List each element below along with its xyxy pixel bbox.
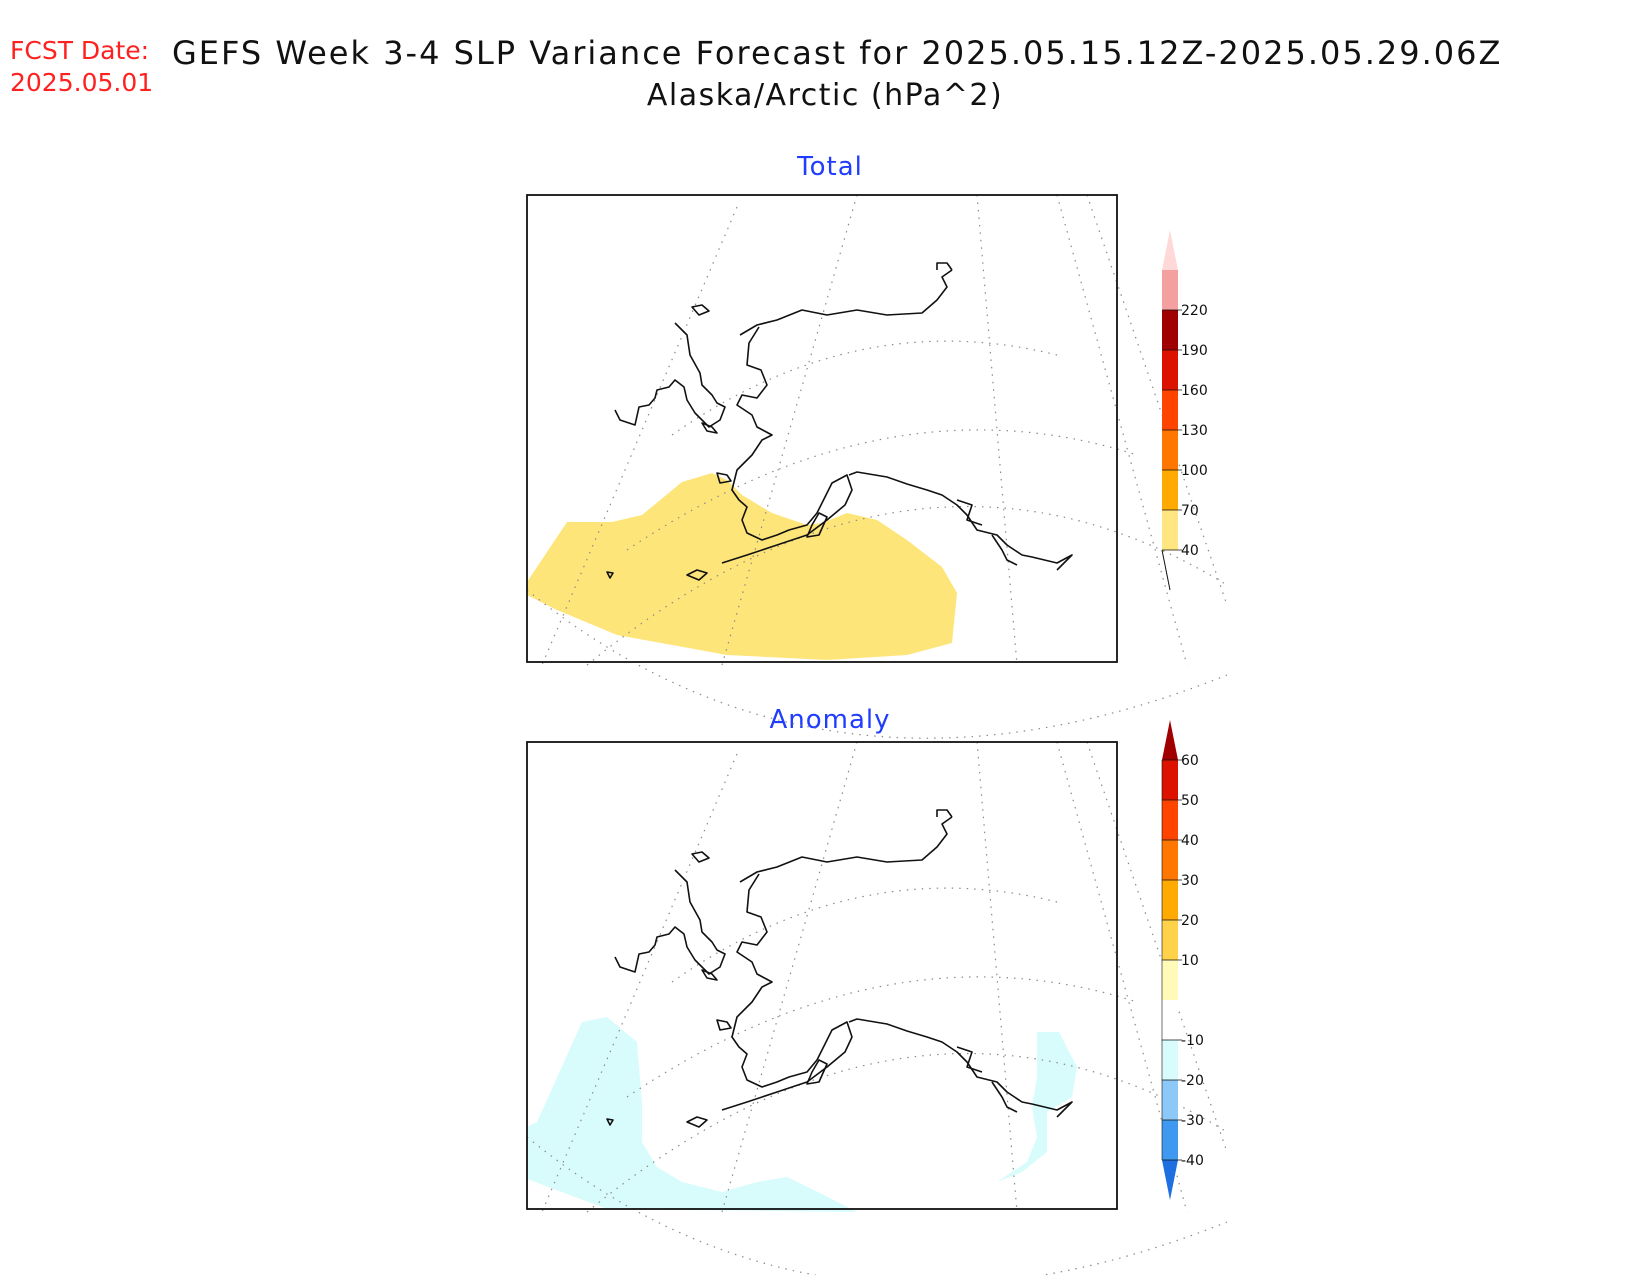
panel-title-anomaly: Anomaly (769, 705, 891, 735)
colorbar-anomaly-tick-label: -30 (1181, 1113, 1204, 1129)
colorbar-anomaly-tick-label: -20 (1181, 1073, 1204, 1089)
colorbar-anomaly-tick-label: 50 (1181, 793, 1199, 809)
colorbar-total-segment (1162, 390, 1178, 430)
colorbar-anomaly-tick-label: -10 (1181, 1033, 1204, 1049)
map-panel-total (526, 194, 1228, 740)
colorbar-anomaly-segment (1162, 1040, 1178, 1080)
colorbar-anomaly-segment (1162, 840, 1178, 880)
colorbar-anomaly-segment (1162, 1080, 1178, 1120)
colorbar-anomaly-segment (1162, 760, 1178, 800)
colorbar-anomaly-tick-label: 10 (1181, 953, 1199, 969)
colorbar-total-tick-label: 130 (1181, 423, 1208, 439)
colorbar-anomaly-segment (1162, 1120, 1178, 1160)
colorbar-anomaly-tick-label: 20 (1181, 913, 1199, 929)
colorbar-total-tick-label: 190 (1181, 343, 1208, 359)
colorbar-total-tick-label: 100 (1181, 463, 1208, 479)
colorbar-anomaly-bottom-arrow (1162, 1160, 1178, 1200)
colorbar-anomaly-top-arrow (1162, 720, 1178, 760)
colorbar-total-segment (1162, 510, 1178, 550)
map-panel-anomaly (526, 741, 1228, 1275)
colorbar-total-top-arrow (1162, 230, 1178, 270)
fcst-date-label: FCST Date: (10, 36, 150, 65)
colorbar-anomaly-tick-label: 40 (1181, 833, 1199, 849)
colorbar-total: 40 70 100 130 160 190 220 (1161, 230, 1208, 591)
colorbar-anomaly-segment (1162, 1000, 1178, 1040)
colorbar-total-segment (1162, 310, 1178, 350)
colorbar-total-tick-label: 220 (1181, 303, 1208, 319)
colorbar-total-segment (1162, 470, 1178, 510)
colorbar-total-tick-label: 70 (1181, 503, 1199, 519)
panel-title-total: Total (797, 152, 863, 182)
colorbar-total-tick-label: 40 (1181, 543, 1199, 559)
colorbar-anomaly: -40 -30 -20 -10 10 20 30 40 50 60 (1161, 720, 1204, 1200)
colorbar-anomaly-segment (1162, 880, 1178, 920)
colorbar-anomaly-tick-label: 30 (1181, 873, 1199, 889)
variance-shading-anomaly (527, 1017, 1077, 1212)
colorbar-total-segment (1162, 350, 1178, 390)
sub-title: Alaska/Arctic (hPa^2) (646, 78, 1004, 113)
colorbar-total-tick-label: 160 (1181, 383, 1208, 399)
colorbar-total-segment (1162, 270, 1178, 310)
colorbar-anomaly-segment (1162, 960, 1178, 1000)
colorbar-total-segment (1162, 430, 1178, 470)
colorbar-anomaly-segment (1162, 920, 1178, 960)
colorbar-total-bottom-arrow (1161, 549, 1171, 591)
colorbar-anomaly-tick-label: -40 (1181, 1153, 1204, 1169)
fcst-date-value: 2025.05.01 (10, 68, 154, 97)
colorbar-anomaly-tick-label: 60 (1181, 753, 1199, 769)
main-title: GEFS Week 3-4 SLP Variance Forecast for … (172, 34, 1503, 72)
variance-shading-total (527, 473, 957, 660)
colorbar-anomaly-segment (1162, 800, 1178, 840)
